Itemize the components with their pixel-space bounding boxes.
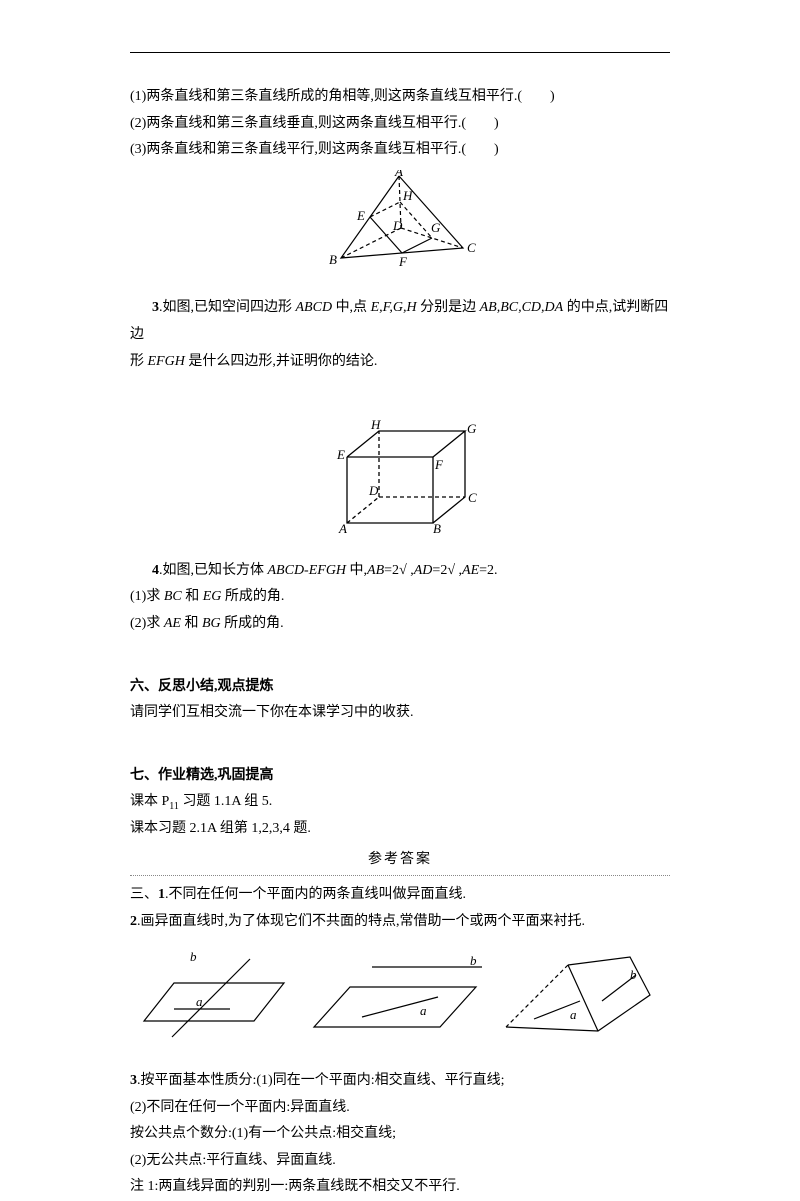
cb-D: D (368, 483, 379, 498)
q4-sub2: (2)求 AE 和 BG 所成的角. (130, 611, 670, 638)
q4-ae: AE (462, 563, 479, 578)
q3-efgh2: EFGH (148, 354, 185, 369)
s7-l1b: 习题 1.1A 组 5. (179, 794, 272, 809)
q4-eg: EG (203, 589, 222, 604)
a-l1n: 1 (158, 887, 165, 902)
figure-skew-planes: a b a b a b (130, 939, 670, 1060)
q4-s2b: 所成的角. (221, 616, 284, 631)
f1-a: a (196, 994, 203, 1009)
q4-t1: .如图,已知长方体 (159, 563, 268, 578)
ans-l4: (2)不同在任何一个平面内:异面直线. (130, 1095, 670, 1122)
q2-item1: (1)两条直线和第三条直线所成的角相等,则这两条直线互相平行.( ) (130, 84, 670, 111)
ans-l3: 3.按平面基本性质分:(1)同在一个平面内:相交直线、平行直线; (130, 1068, 670, 1095)
cb-B: B (433, 521, 441, 536)
ans-l2: 2.画异面直线时,为了体现它们不共面的特点,常借助一个或两个平面来衬托. (130, 909, 670, 936)
q4-c2: , (455, 563, 462, 578)
q3-efgh: E,F,G,H (371, 300, 417, 315)
a-l3n: 3 (130, 1073, 137, 1088)
cb-F: F (434, 457, 444, 472)
f2-a: a (420, 1003, 427, 1018)
q4-t2: 中, (346, 563, 367, 578)
cb-C: C (468, 490, 477, 505)
s7-l1sub: 11 (169, 801, 179, 812)
q4-ad: AD (414, 563, 433, 578)
f3-a: a (570, 1007, 577, 1022)
q4-and1: 和 (182, 589, 203, 604)
ans-l7: 注 1:两直线异面的判别一:两条直线既不相交又不平行. (130, 1174, 670, 1201)
cb-G: G (467, 421, 477, 436)
a-l2b: .画异面直线时,为了体现它们不共面的特点,常借助一个或两个平面来衬托. (137, 914, 585, 929)
q3-l2b: 是什么四边形,并证明你的结论. (185, 354, 378, 369)
q3-l2a: 形 (130, 354, 148, 369)
q4-and2: 和 (181, 616, 202, 631)
sect7-l2: 课本习题 2.1A 组第 1,2,3,4 题. (130, 816, 670, 843)
ans-l6: (2)无公共点:平行直线、异面直线. (130, 1148, 670, 1175)
top-rule (130, 52, 670, 53)
q4-eq3: =2. (479, 563, 497, 578)
q4-s2a: (2)求 (130, 616, 164, 631)
q4-line1: 4.如图,已知长方体 ABCD-EFGH 中,AB=2√ ,AD=2√ ,AE=… (130, 558, 670, 585)
q4-ab: AB (367, 563, 384, 578)
q4-sub1: (1)求 BC 和 EG 所成的角. (130, 584, 670, 611)
sqrt1: √ (399, 563, 407, 578)
answers-title: 参考答案 (130, 847, 670, 874)
cb-E: E (336, 447, 345, 462)
ans-l5: 按公共点个数分:(1)有一个公共点:相交直线; (130, 1121, 670, 1148)
lbl-H: H (402, 188, 413, 203)
s7-l1a: 课本 P (130, 794, 169, 809)
q2-item3: (3)两条直线和第三条直线平行,则这两条直线互相平行.( ) (130, 137, 670, 164)
a-l2n: 2 (130, 914, 137, 929)
figure-cuboid: A B C D E F G H (130, 417, 670, 548)
lbl-A: A (394, 170, 403, 179)
q3-line2: 形 EFGH 是什么四边形,并证明你的结论. (130, 349, 670, 376)
q3-t3: 分别是边 (417, 300, 480, 315)
q3-num: 3 (152, 300, 159, 315)
q3-t2: 中,点 (332, 300, 371, 315)
ans-l1: 三、1.不同在任何一个平面内的两条直线叫做异面直线. (130, 882, 670, 909)
q3-edges: AB,BC,CD,DA (480, 300, 564, 315)
q3-t1: .如图,已知空间四边形 (159, 300, 296, 315)
lbl-C: C (467, 240, 476, 255)
a-l1a: 三、 (130, 887, 158, 902)
sect6-body: 请同学们互相交流一下你在本课学习中的收获. (130, 700, 670, 727)
q4-ae2: AE (164, 616, 181, 631)
sqrt2: √ (447, 563, 455, 578)
q4-c1: , (407, 563, 414, 578)
q4-eq1: =2 (384, 563, 399, 578)
a-l3b: .按平面基本性质分:(1)同在一个平面内:相交直线、平行直线; (137, 1073, 505, 1088)
q4-eq2: =2 (432, 563, 447, 578)
dotline (130, 875, 670, 876)
q4-s1a: (1)求 (130, 589, 164, 604)
q2-item2: (2)两条直线和第三条直线垂直,则这两条直线互相平行.( ) (130, 111, 670, 138)
sect7-l1: 课本 P11 习题 1.1A 组 5. (130, 789, 670, 816)
q4-name: ABCD-EFGH (268, 563, 347, 578)
f2-b: b (470, 953, 477, 968)
page-content: (1)两条直线和第三条直线所成的角相等,则这两条直线互相平行.( ) (2)两条… (0, 60, 800, 1201)
lbl-B: B (329, 252, 337, 267)
sect6-title: 六、反思小结,观点提炼 (130, 674, 670, 701)
figure-tetra: A B C D E F G H (130, 170, 670, 286)
lbl-G: G (431, 220, 441, 235)
q4-s1b: 所成的角. (221, 589, 284, 604)
f3-b: b (630, 967, 637, 982)
f1-b: b (190, 949, 197, 964)
q4-bg: BG (202, 616, 221, 631)
a-l1b: .不同在任何一个平面内的两条直线叫做异面直线. (165, 887, 466, 902)
q4-num: 4 (152, 563, 159, 578)
q3-line1: 3.如图,已知空间四边形 ABCD 中,点 E,F,G,H 分别是边 AB,BC… (130, 295, 670, 348)
lbl-F: F (398, 254, 408, 269)
cb-A: A (338, 521, 347, 536)
lbl-D: D (392, 218, 403, 233)
q3-abcd: ABCD (296, 300, 333, 315)
sect7-title: 七、作业精选,巩固提高 (130, 763, 670, 790)
cb-H: H (370, 417, 381, 432)
q4-bc: BC (164, 589, 182, 604)
lbl-E: E (356, 208, 365, 223)
